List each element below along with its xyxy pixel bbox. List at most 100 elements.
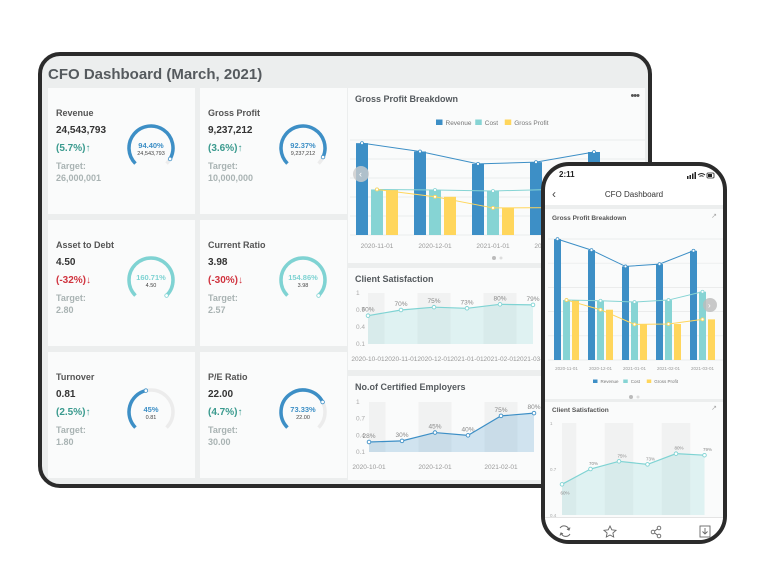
series-line-revenue — [557, 238, 694, 267]
gauge-fill — [127, 388, 147, 429]
panel-title: Gross Profit Breakdown — [552, 215, 627, 222]
bar-cost — [563, 300, 570, 360]
gauge-value: 9,237,212 — [290, 151, 316, 157]
kpi-gauge: 92.37% 9,237,212 — [277, 122, 329, 174]
prev-arrow-button[interactable] — [353, 166, 369, 182]
download-icon[interactable] — [699, 525, 711, 538]
legend-label: Gross Profit — [654, 379, 679, 384]
kpi-value: 4.50 — [56, 257, 76, 268]
phone-client-satisfaction-panel: Client Satisfaction ↗ 0.4 0.7 1 60% 70% 75% 73… — [545, 402, 723, 517]
line-point — [666, 298, 671, 302]
series-line-revenue — [361, 142, 595, 165]
gauge-fill — [279, 124, 327, 165]
status-time: 2:11 — [559, 170, 575, 179]
kpi-target-label: Target: — [56, 161, 86, 171]
y-tick-label: 0.7 — [550, 467, 557, 472]
x-tick-label: 2020-11-01 — [385, 356, 418, 363]
y-tick-label: 0.1 — [356, 341, 365, 348]
x-tick-label: 2020-12-01 — [417, 356, 451, 363]
x-tick-label: 2020-12-01 — [418, 464, 452, 471]
line-point — [418, 149, 422, 154]
chevron-left-icon: ‹ — [359, 169, 362, 179]
page-dot-active — [492, 256, 496, 260]
y-tick-label: 1 — [356, 290, 360, 297]
kpi-target-value: 2.57 — [208, 305, 226, 315]
refresh-icon[interactable] — [559, 525, 571, 537]
band — [484, 402, 518, 452]
status-icons — [687, 172, 715, 179]
y-tick-label: 0.7 — [356, 416, 365, 423]
gauge-percent: 154.86% — [288, 273, 318, 282]
line-point — [476, 162, 480, 166]
kpi-title: Asset to Debt — [56, 240, 115, 250]
data-point — [366, 439, 372, 445]
bar-cost — [371, 189, 383, 235]
gauge-value: 3.98 — [297, 283, 309, 289]
data-label: 45% — [428, 424, 441, 431]
kpi-target-value: 1.80 — [56, 437, 74, 447]
divider — [545, 399, 723, 402]
bar-gross-profit — [386, 189, 398, 235]
data-label: 75% — [617, 453, 626, 458]
line-point — [491, 189, 495, 193]
band — [369, 402, 386, 452]
phone-title: CFO Dashboard — [604, 190, 664, 199]
band — [562, 423, 577, 515]
gauge-percent: 160.71% — [136, 273, 166, 282]
data-point — [465, 433, 471, 438]
dashboard-title: CFO Dashboard (March, 2021) — [48, 66, 263, 83]
more-icon[interactable]: ••• — [630, 90, 640, 102]
kpi-title: Turnover — [56, 372, 95, 382]
line-point — [534, 160, 538, 165]
data-label: 70% — [394, 301, 407, 308]
expand-icon[interactable]: ↗ — [711, 405, 717, 412]
legend-swatch — [436, 119, 443, 125]
kpi-target-value: 26,000,001 — [56, 173, 102, 183]
expand-icon[interactable]: ↗ — [711, 213, 717, 220]
bar-cost — [597, 300, 604, 360]
data-point — [498, 413, 504, 419]
bar-gross-profit — [606, 309, 613, 360]
line-point — [555, 237, 560, 242]
chevron-right-icon: › — [708, 301, 711, 310]
panel-title: Client Satisfaction — [552, 407, 609, 414]
data-label: 28% — [362, 433, 375, 440]
panel-title: No.of Certified Employers — [355, 382, 466, 392]
line-point — [700, 317, 705, 322]
share-icon[interactable] — [650, 525, 662, 539]
line-point — [691, 248, 696, 253]
gauge-percent: 92.37% — [290, 141, 316, 150]
data-label: 40% — [461, 426, 474, 433]
bar-gross-profit — [708, 319, 715, 360]
gauge-end-dot — [320, 154, 326, 160]
kpi-card-asset-to-debt: Asset to Debt 4.50 (-32%)↓ Target: 2.80 … — [48, 220, 195, 346]
x-tick-label: 2021-02-01 — [484, 464, 518, 471]
data-point — [645, 462, 650, 467]
gauge-end-dot — [316, 293, 321, 298]
line-point — [433, 194, 437, 199]
band — [661, 423, 691, 515]
data-point — [399, 438, 405, 444]
line-point — [433, 188, 437, 192]
data-point — [464, 306, 470, 311]
series-line — [367, 303, 534, 317]
data-label: 60% — [361, 307, 374, 314]
gauge-fill — [127, 256, 175, 297]
data-label: 60% — [560, 490, 569, 495]
star-icon[interactable] — [602, 524, 618, 538]
next-arrow-button[interactable] — [703, 298, 717, 312]
bar-gross-profit — [444, 196, 456, 235]
x-tick-label: 2020-12-01 — [418, 243, 452, 250]
kpi-gauge: 160.71% 4.50 — [125, 254, 177, 306]
gauge-end-dot — [320, 399, 325, 405]
data-point — [431, 304, 437, 310]
line-point — [632, 300, 637, 304]
back-button[interactable]: ‹ — [552, 187, 556, 201]
kpi-change: (5.7%)↑ — [56, 143, 91, 154]
legend-swatch — [504, 119, 512, 125]
data-point — [497, 302, 503, 307]
area-fill — [562, 453, 705, 515]
bar-gross-profit — [572, 300, 579, 360]
data-label: 80% — [674, 446, 683, 451]
kpi-card-pe-ratio: P/E Ratio 22.00 (4.7%)↑ Target: 30.00 73… — [200, 352, 347, 478]
